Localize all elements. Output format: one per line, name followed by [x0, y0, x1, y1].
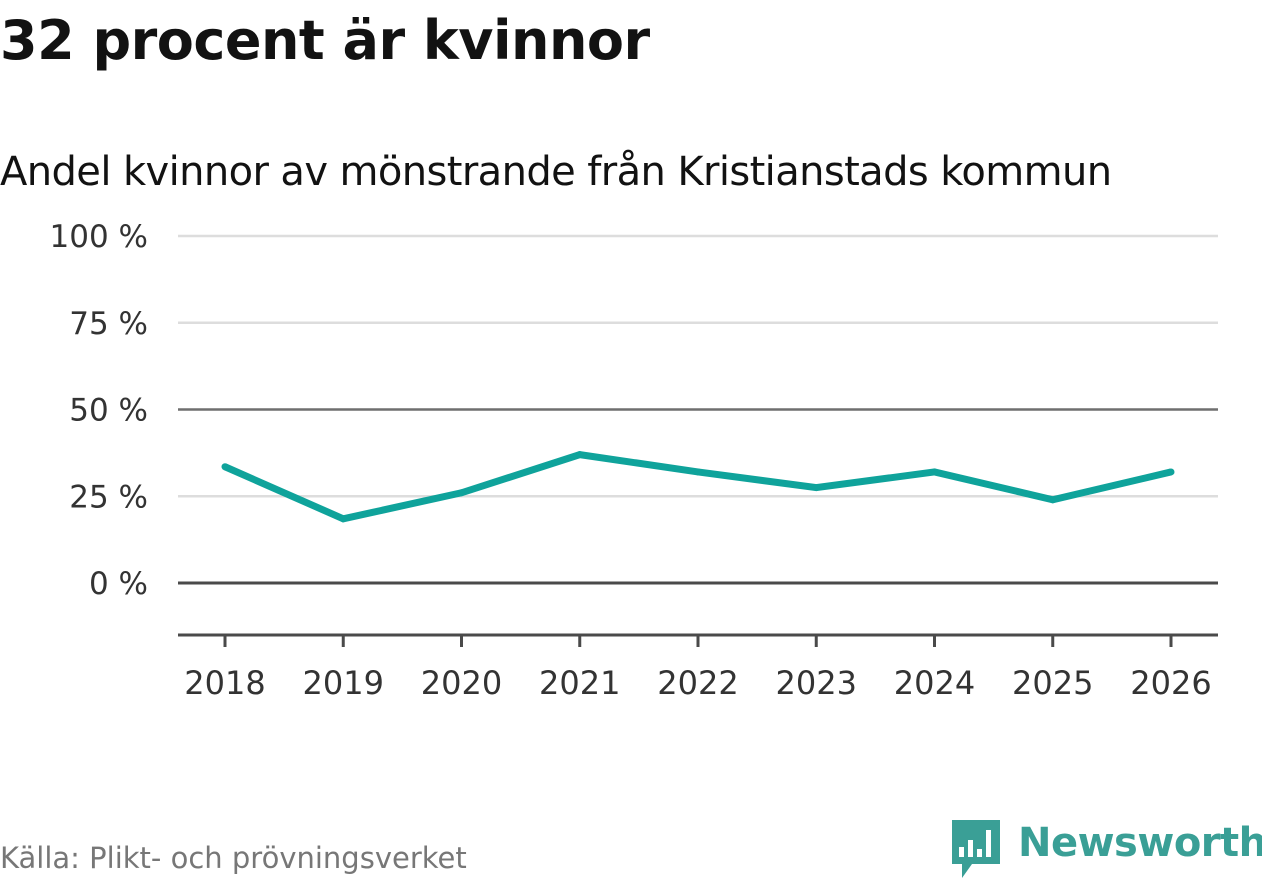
- chart-title: Andel kvinnor av mönstrande från Kristia…: [0, 149, 1112, 195]
- x-axis: 2018 2019 2020 2021 2022 2023 2024 2025 2026: [178, 633, 1218, 702]
- y-tick-label: 75 %: [69, 306, 148, 342]
- data-point-2026: [1167, 468, 1175, 476]
- x-tick-label: 2018: [184, 664, 265, 702]
- y-tick-label: 100 %: [50, 219, 148, 255]
- x-tick-label: 2023: [776, 664, 857, 702]
- data-point-2025: [1049, 496, 1057, 504]
- x-tick-label: 2026: [1130, 664, 1211, 702]
- page-title: 32 procent är kvinnor: [0, 9, 650, 72]
- x-tick-label: 2025: [1012, 664, 1093, 702]
- data-point-2024: [931, 468, 938, 476]
- line-chart: 0 % 25 % 50 % 75 % 100 % 2018 2019 2020 2021 202…: [50, 219, 1218, 702]
- data-point-2021: [576, 451, 584, 459]
- newsworthy-logo-icon: [952, 820, 1000, 878]
- source-note: Källa: Plikt- och prövningsverket: [0, 841, 467, 875]
- x-tick-label: 2022: [657, 664, 738, 702]
- grid-lines: [178, 234, 1218, 585]
- x-tick-label: 2021: [539, 664, 620, 702]
- series-line: [223, 451, 1172, 523]
- data-point-2019: [339, 515, 347, 523]
- data-point-2018: [221, 463, 229, 471]
- x-tick-label: 2020: [421, 664, 502, 702]
- y-tick-label: 0 %: [89, 566, 148, 602]
- x-tick-label: 2024: [894, 664, 975, 702]
- x-tick-label: 2019: [303, 664, 384, 702]
- data-point-2022: [694, 468, 702, 476]
- y-tick-label: 25 %: [69, 479, 148, 515]
- data-point-2020: [458, 489, 465, 497]
- data-point-2023: [812, 484, 820, 492]
- y-axis-ticks: 0 % 25 % 50 % 75 % 100 %: [50, 219, 148, 602]
- brand[interactable]: Newsworthy: [950, 818, 1262, 880]
- series: [221, 451, 1175, 523]
- y-tick-label: 50 %: [69, 393, 148, 429]
- brand-name: Newsworthy: [1018, 820, 1262, 866]
